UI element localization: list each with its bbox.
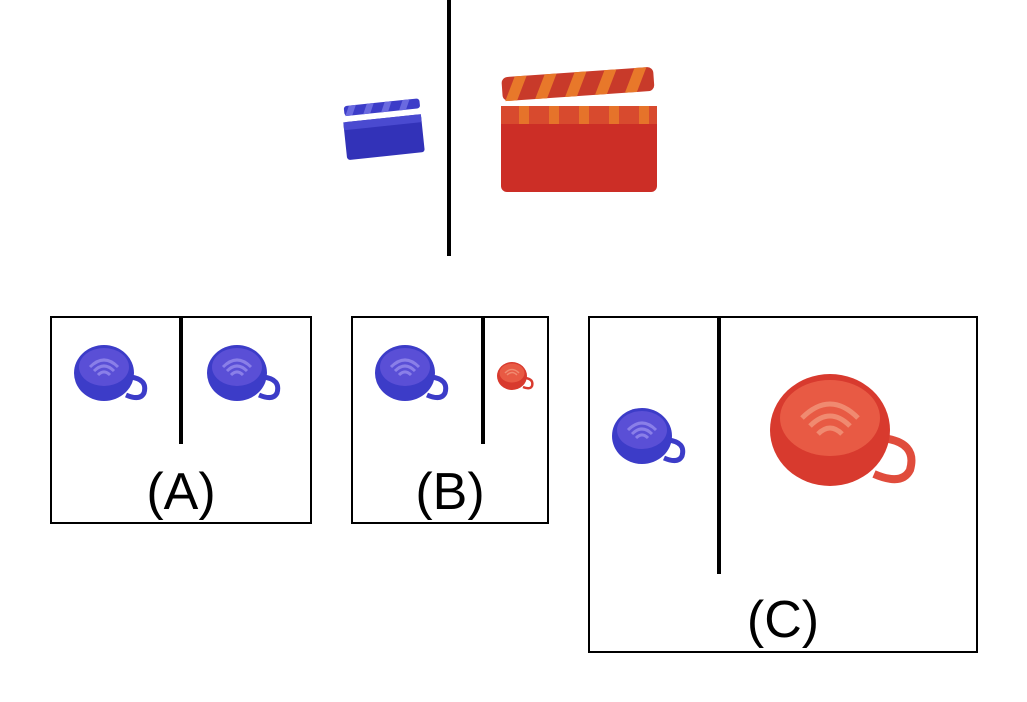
option-label: (B) (415, 463, 485, 521)
option-label: (C) (746, 591, 820, 649)
coffee-cup-icon (375, 345, 449, 401)
option-c-divider (717, 318, 721, 574)
clapperboard-icon (343, 98, 425, 160)
option-b-box[interactable]: (B) (351, 316, 549, 524)
option-a-box[interactable]: (A) (50, 316, 312, 524)
clapperboard-icon (501, 67, 657, 192)
option-a-divider (179, 318, 183, 444)
coffee-cup-icon (74, 345, 148, 401)
prompt-divider (447, 0, 451, 256)
coffee-cup-icon (770, 374, 916, 486)
coffee-cup-icon (612, 408, 686, 464)
option-c-box[interactable]: (C) (588, 316, 978, 653)
coffee-cup-icon (207, 345, 281, 401)
coffee-cup-icon (497, 362, 534, 390)
option-b-divider (481, 318, 485, 444)
option-label: (A) (146, 463, 216, 521)
